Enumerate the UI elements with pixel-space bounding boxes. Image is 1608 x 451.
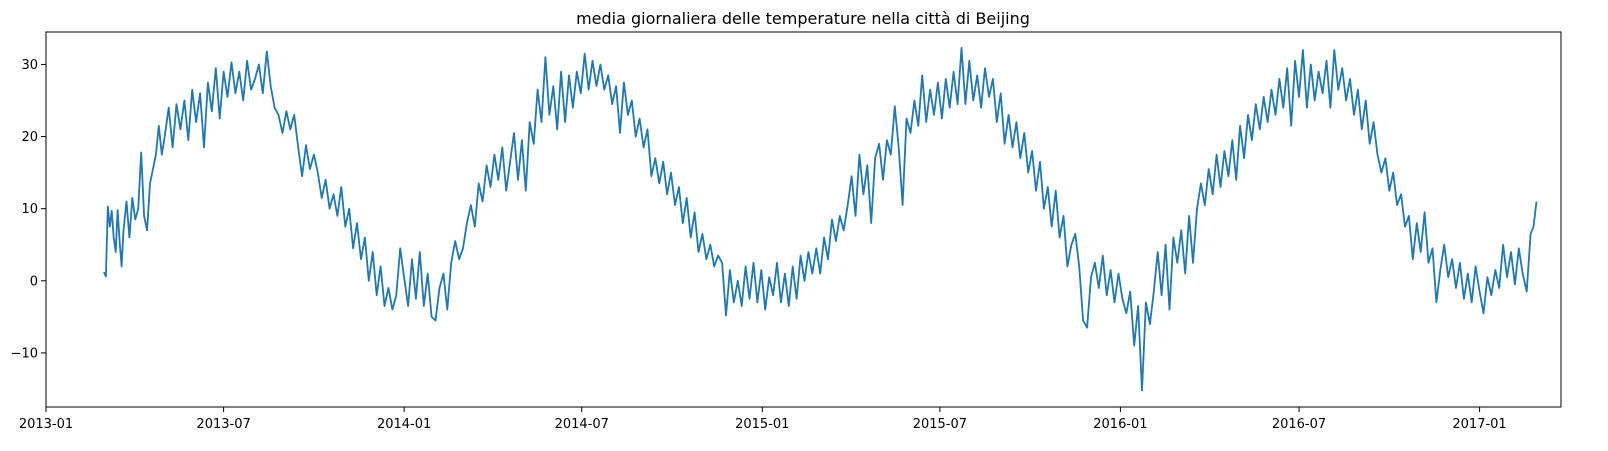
x-axis: 2013-01 2013-07 2014-01 2014-07 2015-01 2015-… [19,407,1507,432]
x-tick-label: 2017-01 [1452,417,1506,432]
y-tick-label: 10 [21,202,38,217]
x-tick-label: 2015-07 [913,417,967,432]
series-line [103,47,1538,392]
x-tick-label: 2013-07 [196,417,250,432]
plot-frame [45,31,1562,408]
x-tick-label: 2013-01 [19,417,73,432]
y-tick-label: 0 [30,274,38,289]
x-tick-label: 2016-01 [1093,417,1147,432]
x-tick-label: 2014-01 [377,417,431,432]
x-tick-label: 2016-07 [1272,417,1326,432]
chart-title: media giornaliera delle temperature nell… [576,9,1030,28]
y-tick-label: 20 [21,130,38,145]
y-tick-label: 30 [21,58,38,73]
y-axis: −10 0 10 20 30 [11,58,46,361]
x-tick-label: 2015-01 [735,417,789,432]
y-tick-label: −10 [11,346,38,361]
x-tick-label: 2014-07 [555,417,609,432]
